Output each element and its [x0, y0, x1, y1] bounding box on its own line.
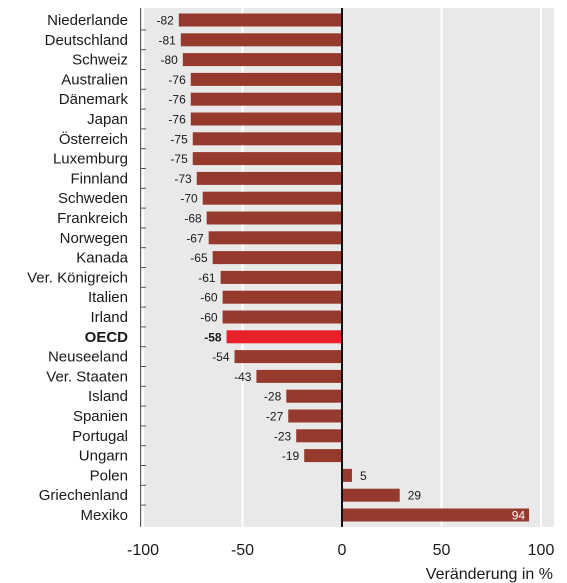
bar — [192, 152, 342, 166]
bar — [212, 251, 342, 265]
category-label: Italien — [88, 289, 128, 306]
category-label: Norwegen — [60, 230, 128, 247]
category-label: Spanien — [73, 408, 128, 425]
value-label: -73 — [174, 172, 192, 186]
x-tick-label: 100 — [528, 542, 555, 559]
bar — [182, 53, 342, 67]
category-label: Deutschland — [45, 32, 128, 49]
bar — [304, 449, 342, 463]
bar — [208, 231, 342, 245]
x-tick-label: -100 — [127, 542, 159, 559]
category-label: Ungarn — [79, 448, 128, 465]
bar — [226, 330, 342, 344]
bar — [288, 409, 342, 423]
bar — [256, 369, 342, 383]
value-label: -67 — [186, 231, 204, 245]
value-label: -76 — [168, 93, 186, 107]
value-label: -58 — [204, 330, 222, 344]
bars — [178, 13, 530, 522]
x-tick-labels: -100 -50 0 50 100 — [127, 542, 554, 559]
value-label: -80 — [160, 53, 178, 67]
value-label: -61 — [198, 271, 216, 285]
value-label: -28 — [264, 390, 282, 404]
category-label: Portugal — [72, 428, 128, 445]
bar — [206, 211, 342, 225]
bar — [190, 92, 342, 106]
x-tick-label: -50 — [231, 542, 254, 559]
category-labels: Niederlande Deutschland Schweiz Australien D… — [27, 12, 129, 524]
category-label: Japan — [87, 111, 128, 128]
category-label: Dänemark — [59, 91, 129, 108]
value-label: 94 — [512, 509, 526, 523]
category-label: Australien — [61, 71, 128, 88]
category-label: Mexiko — [80, 507, 128, 524]
bar — [296, 429, 342, 443]
value-label: -76 — [168, 73, 186, 87]
category-label: Irland — [90, 309, 128, 326]
category-label: Schweden — [58, 190, 128, 207]
bar — [222, 310, 342, 324]
category-label: Polen — [90, 467, 128, 484]
bar — [180, 33, 342, 47]
category-label: Österreich — [59, 130, 128, 148]
category-label: Neuseeland — [48, 349, 128, 366]
category-label: Griechenland — [39, 487, 128, 504]
value-label: 29 — [408, 489, 422, 503]
value-label: -82 — [156, 14, 174, 28]
bar — [192, 132, 342, 146]
value-labels: -82 -81 -80 -76 -76 -76 -75 -75 -73 -70 -68 -67 -65 -… — [156, 14, 525, 523]
value-label: -65 — [190, 251, 208, 265]
bar — [234, 350, 342, 364]
category-label: Island — [88, 388, 128, 405]
bar — [342, 508, 530, 522]
value-label: -60 — [200, 291, 218, 305]
bar — [178, 13, 342, 27]
category-label: Frankreich — [57, 210, 128, 227]
value-label: -75 — [170, 152, 188, 166]
category-label: OECD — [85, 329, 129, 346]
bar — [202, 191, 342, 205]
value-label: -68 — [184, 212, 202, 226]
category-label: Luxemburg — [53, 151, 128, 168]
bar — [342, 468, 352, 482]
bar — [190, 72, 342, 86]
y-axis-ticks — [140, 8, 146, 527]
x-tick-label: 0 — [338, 542, 347, 559]
value-label: -27 — [266, 410, 284, 424]
value-label: -60 — [200, 311, 218, 325]
bar — [190, 112, 342, 126]
category-label: Ver. Staaten — [46, 368, 128, 385]
bar — [196, 171, 342, 185]
x-axis-label: Veränderung in % — [426, 566, 553, 583]
value-label: -54 — [212, 350, 230, 364]
value-label: -70 — [180, 192, 198, 206]
value-label: -76 — [168, 113, 186, 127]
category-label: Finnland — [70, 170, 128, 187]
bar — [220, 270, 342, 284]
category-label: Niederlande — [47, 12, 128, 29]
value-label: 5 — [360, 469, 367, 483]
bar — [286, 389, 342, 403]
value-label: -23 — [274, 429, 292, 443]
category-label: Schweiz — [72, 52, 128, 69]
bar — [222, 290, 342, 304]
value-label: -75 — [170, 132, 188, 146]
value-label: -43 — [234, 370, 252, 384]
value-label: -81 — [158, 33, 176, 47]
bar — [342, 488, 400, 502]
category-label: Kanada — [76, 250, 128, 267]
value-label: -19 — [282, 449, 300, 463]
category-label: Ver. Königreich — [27, 269, 128, 286]
x-tick-label: 50 — [433, 542, 451, 559]
